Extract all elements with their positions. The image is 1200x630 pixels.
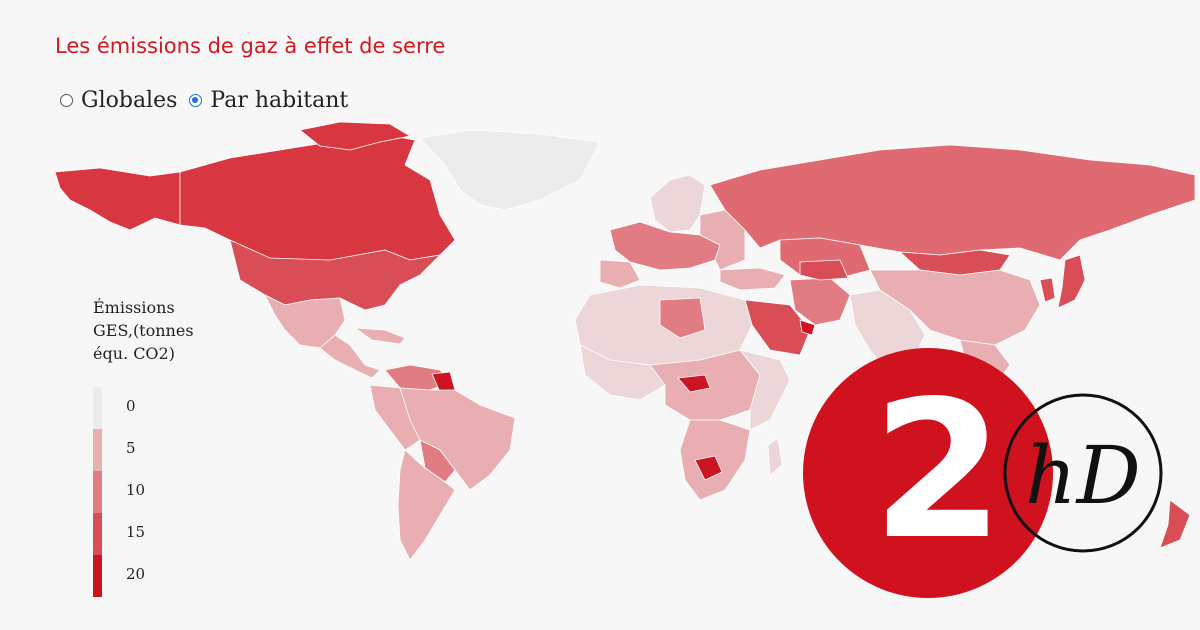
region-turkey[interactable]	[719, 267, 786, 291]
region-greenland[interactable]	[419, 129, 601, 211]
region-east-africa[interactable]	[738, 349, 791, 431]
region-caribbean[interactable]	[353, 327, 406, 345]
legend-swatch	[93, 555, 102, 597]
logo-red-circle	[803, 348, 1053, 598]
legend-label: 20	[126, 565, 146, 583]
radio-par-habitant-dot[interactable]	[189, 94, 203, 107]
region-scandinavia[interactable]	[649, 174, 706, 233]
radio-globales-label: Globales	[81, 88, 178, 113]
legend-swatch	[93, 471, 102, 513]
region-korea[interactable]	[1039, 277, 1056, 303]
radio-par-habitant[interactable]: Par habitant	[189, 88, 348, 113]
logo-number: 2	[872, 360, 1004, 581]
region-car[interactable]	[677, 374, 711, 393]
region-iberia[interactable]	[599, 259, 641, 289]
region-guyana[interactable]	[431, 371, 456, 393]
logo-mark: hD	[1025, 429, 1141, 522]
region-new-zealand[interactable]	[1159, 499, 1191, 549]
region-central-america[interactable]	[319, 334, 381, 379]
legend-swatch	[93, 429, 102, 471]
region-bolivia[interactable]	[419, 439, 456, 483]
view-toggle: Globales Par habitant	[60, 88, 348, 113]
page-title: Les émissions de gaz à effet de serre	[55, 34, 446, 58]
radio-globales-dot[interactable]	[60, 94, 73, 107]
region-argentina[interactable]	[397, 449, 456, 560]
legend-label: 0	[126, 397, 136, 415]
region-alaska[interactable]	[54, 167, 181, 231]
radio-par-habitant-label: Par habitant	[210, 88, 349, 113]
region-madagascar[interactable]	[767, 437, 783, 476]
region-libya[interactable]	[659, 297, 706, 339]
region-andes[interactable]	[369, 384, 421, 451]
legend-label: 15	[126, 523, 146, 541]
region-canada[interactable]	[179, 133, 456, 261]
logo-ring	[1003, 393, 1163, 553]
legend-label: 10	[126, 481, 146, 499]
region-turkmenistan[interactable]	[799, 259, 849, 281]
legend-title: Émissions GES,(tonnes équ. CO2)	[93, 298, 194, 363]
region-west-africa[interactable]	[579, 344, 666, 401]
brand-logo: 2 hD	[803, 348, 1163, 598]
region-arctic-islands[interactable]	[299, 121, 412, 151]
region-gulf-states[interactable]	[799, 319, 816, 336]
region-china[interactable]	[869, 269, 1041, 346]
radio-globales[interactable]: Globales	[60, 88, 177, 113]
legend-swatch	[93, 513, 102, 555]
legend-swatch	[93, 387, 102, 429]
region-botswana[interactable]	[694, 455, 723, 481]
legend-label: 5	[126, 439, 136, 457]
world-map	[54, 121, 1196, 560]
region-japan[interactable]	[1057, 254, 1086, 309]
